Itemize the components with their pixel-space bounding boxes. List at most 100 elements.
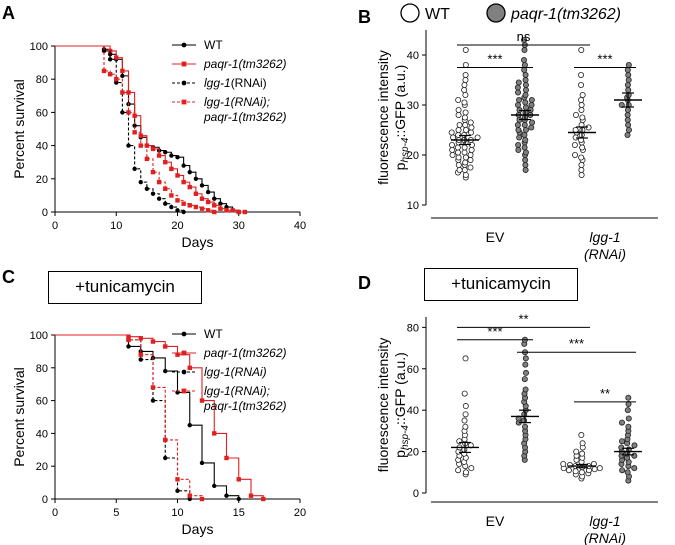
data-point [514,84,521,91]
series-marker-paqr1 [120,68,125,74]
data-point [619,438,626,445]
legend-label-paqr1: paqr-1(tm3262) [203,57,287,71]
series-marker-lgg1paqr1 [175,477,180,482]
series-marker-paqr1 [132,113,137,118]
significance-label: ns [517,29,531,44]
data-point [578,171,585,178]
data-point [461,114,468,121]
y-axis-label-line2: phsp-4::GFP (a.u.) [392,352,411,458]
series-marker-WT [205,189,211,195]
data-point [461,144,468,151]
series-marker-WT [187,169,192,175]
group-label: lgg-1 [589,513,620,529]
survival-chart-a: 0 20 40 60 80 100 0 10 20 30 40 Days Percent surviva… [11,38,306,250]
data-point [515,127,522,134]
x-tick-label: 10 [171,507,183,519]
data-point [462,423,469,430]
legend-marker-lgg1paqr1 [181,99,187,105]
legend-marker-lgg1paqr1 [181,388,187,394]
series-marker-WT [236,496,241,502]
panel-letter-b: B [358,7,371,27]
data-point [522,355,529,362]
y-axis-label: Percent survival [11,79,27,179]
series-marker-lgg1paqr1 [181,201,186,206]
data-point [514,122,521,129]
data-point [522,423,529,430]
series-marker-paqr1 [236,477,241,482]
y-tick-label: 20 [407,150,419,162]
data-point [455,154,462,161]
data-point [631,465,638,472]
legend-marker-lgg1 [181,369,187,375]
legend-marker-WT [181,42,187,48]
data-point [461,87,468,94]
legend-label-line2-lgg1paqr1: paqr-1(tm3262) [203,399,287,413]
data-point [462,62,469,69]
legend-marker-paqr1 [181,61,187,67]
data-point [448,141,455,148]
data-point [515,79,522,86]
series-marker-paqr1 [175,352,180,357]
data-point [462,109,469,116]
legend-label-main: lgg-1(RNAi); [204,95,270,109]
data-point [566,462,573,469]
y-axis-label: fluorescence intensity [375,50,391,185]
data-point [454,144,461,151]
y-axis-label-part: hsp-4 [400,137,411,162]
data-point [467,119,474,126]
series-marker-lgg1 [126,143,131,148]
data-point [516,134,523,141]
series-marker-lgg1paqr1 [187,203,192,208]
data-point [462,159,469,166]
data-point [462,127,469,134]
series-marker-WT [169,153,174,158]
data-point [455,97,462,104]
y-axis-label-line2: phsp-4::GFP (a.u.) [392,65,411,171]
y-tick-label: 80 [407,322,419,334]
series-marker-lgg1paqr1 [120,90,125,95]
data-point [573,448,580,455]
data-point [522,82,529,89]
legend-marker-WT [181,331,187,337]
series-marker-paqr1 [248,493,254,498]
series-marker-lgg1 [150,191,156,196]
data-point [461,99,468,106]
series-marker-lgg1paqr1 [175,198,180,203]
series-marker-lgg1 [181,209,186,215]
series-marker-lgg1 [107,57,113,62]
series-marker-lgg1 [120,110,125,115]
series-marker-WT [224,204,229,210]
series-marker-paqr1 [224,455,229,461]
data-point [625,77,632,84]
data-point [578,82,585,89]
series-marker-paqr1 [205,199,211,205]
data-point [578,47,585,54]
data-point [515,141,522,148]
series-marker-WT [199,183,205,188]
series-marker-WT [132,123,137,128]
series-marker-paqr1 [199,398,205,403]
series-marker-lgg1paqr1 [199,496,205,502]
data-point [522,99,529,106]
series-marker-paqr1 [199,196,205,201]
series-marker-paqr1 [236,209,241,215]
data-point [625,72,632,79]
data-point [578,161,585,168]
series-marker-WT [163,150,168,155]
series-marker-paqr1 [163,344,168,349]
y-tick-label: 20 [36,461,48,473]
series-marker-lgg1 [175,488,180,493]
series-marker-paqr1 [169,166,174,172]
series-marker-lgg1 [163,201,168,206]
series-marker-lgg1paqr1 [107,72,113,77]
data-point [462,411,469,418]
data-point [522,92,529,99]
series-marker-lgg1 [163,455,168,461]
data-point [528,102,535,109]
legend-label-lgg1paqr1: lgg-1(RNAi); [204,95,270,109]
data-point [522,149,529,156]
data-point [571,141,578,148]
series-marker-lgg1paqr1 [187,493,192,498]
series-marker-paqr1 [212,431,217,436]
